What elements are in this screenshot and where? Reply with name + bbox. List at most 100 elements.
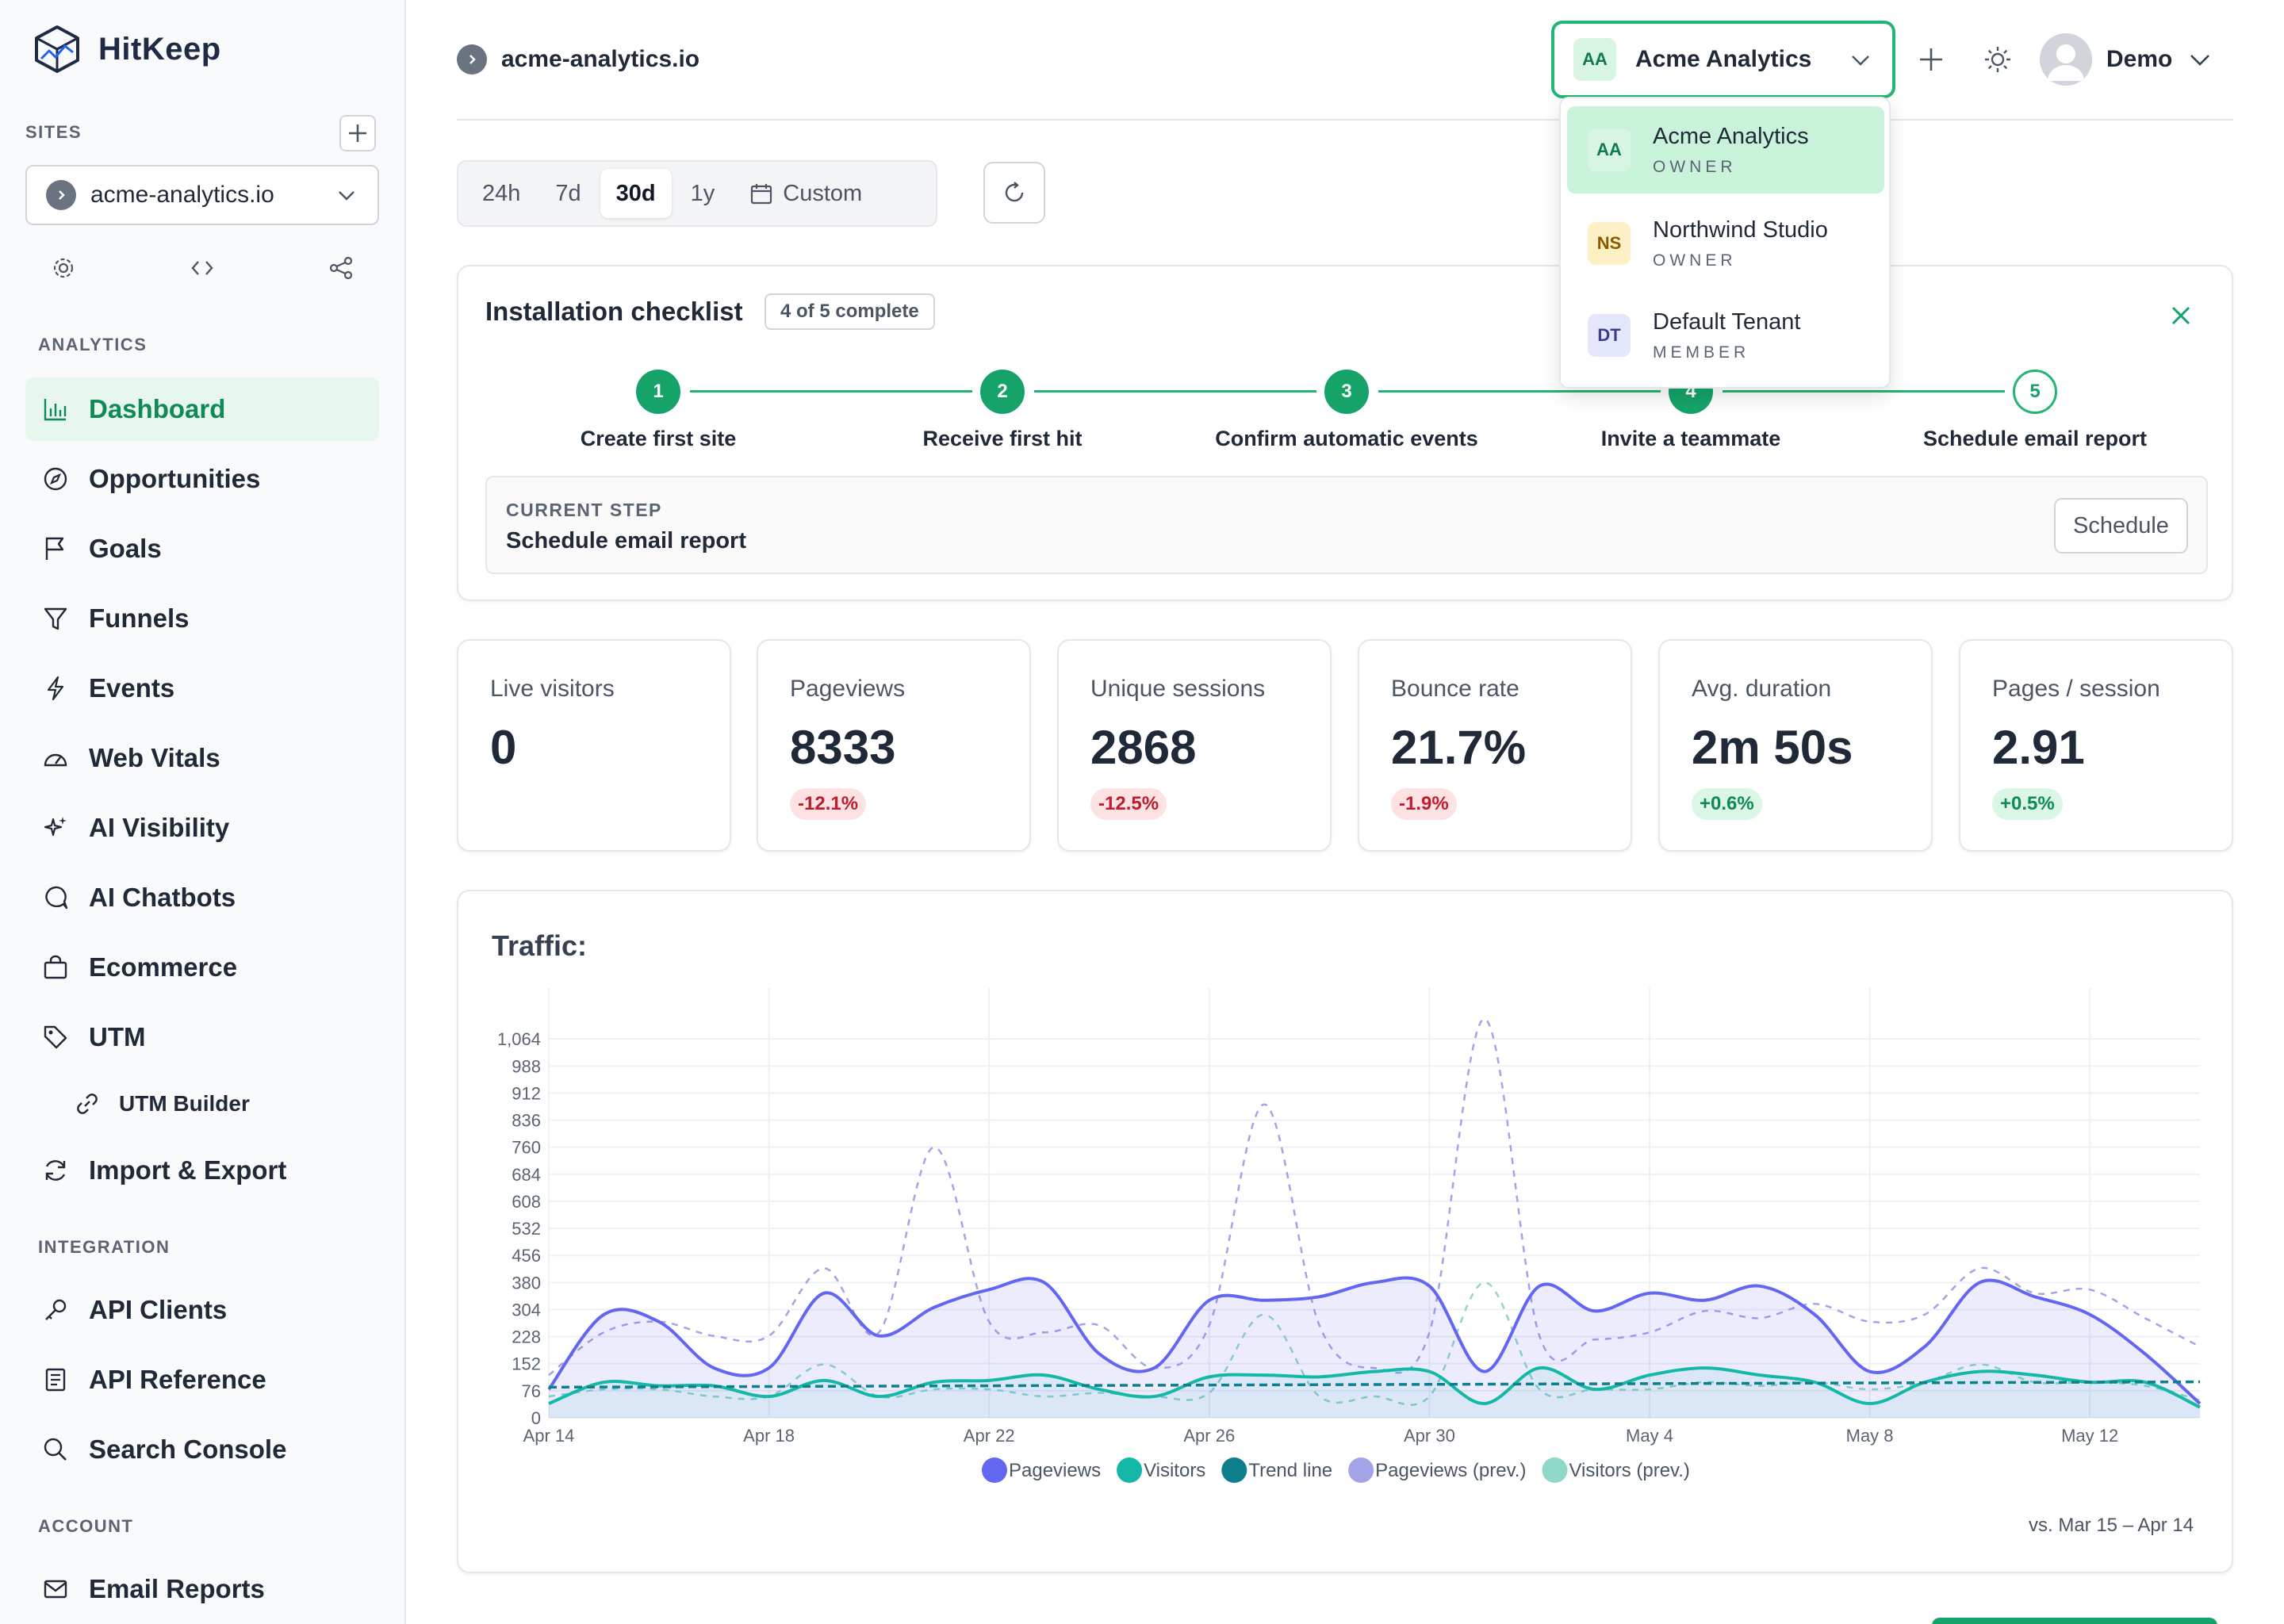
chat-bubble-icon	[41, 883, 70, 912]
sidebar-item-api-clients[interactable]: API Clients	[25, 1278, 379, 1342]
add-button[interactable]	[1913, 41, 1949, 78]
hitkeep-logo-icon	[35, 25, 79, 73]
stat-card-pageviews: Pageviews 8333 -12.1%	[757, 639, 1031, 852]
sidebar-item-web-vitals[interactable]: Web Vitals	[25, 726, 379, 790]
tenant-name: Acme Analytics	[1635, 46, 1812, 72]
y-tick-label: 304	[512, 1300, 541, 1320]
sidebar-item-label: UTM	[89, 1022, 146, 1051]
step-2-label: Receive first hit	[922, 427, 1083, 450]
stat-value: 2.91	[1992, 721, 2085, 774]
legend-swatch-visitors-prev	[1542, 1457, 1568, 1483]
sidebar-item-ai-chatbots[interactable]: AI Chatbots	[25, 866, 379, 929]
sidebar-item-goals[interactable]: Goals	[25, 517, 379, 580]
search-icon	[41, 1435, 70, 1464]
y-tick-label: 1,064	[497, 1029, 541, 1049]
step-5-circle: 5	[2013, 370, 2057, 414]
comparison-range: vs. Mar 15 – Apr 14	[2029, 1515, 2194, 1536]
sidebar-item-ai-visibility[interactable]: AI Visibility	[25, 796, 379, 860]
gauge-icon	[41, 744, 70, 772]
sidebar-item-utm[interactable]: UTM	[25, 1005, 379, 1069]
document-icon	[41, 1365, 70, 1394]
sidebar-item-funnels[interactable]: Funnels	[25, 587, 379, 650]
sidebar-item-utm-builder[interactable]: UTM Builder	[25, 1072, 379, 1136]
sidebar-item-label: Search Console	[89, 1434, 287, 1464]
brand[interactable]: HitKeep	[33, 24, 221, 75]
add-site-button[interactable]	[339, 115, 376, 151]
traffic-chart[interactable]: 0 76 152 228 304 380 456 532 608 684 760 836 912 988 1…	[458, 891, 2235, 1573]
refresh-button[interactable]	[983, 162, 1045, 224]
site-code-button[interactable]	[186, 252, 218, 284]
legend-label-visitors: Visitors	[1144, 1460, 1205, 1481]
legend-swatch-pageviews-prev	[1348, 1457, 1374, 1483]
legend-label-pageviews: Pageviews	[1009, 1460, 1101, 1481]
chevron-down-icon	[2190, 55, 2210, 66]
sidebar-item-label: Import & Export	[89, 1155, 287, 1185]
tenant-option-acme-analytics[interactable]: AA Acme Analytics OWNER	[1567, 106, 1884, 193]
stat-delta-badge: +0.6%	[1692, 788, 1762, 820]
x-tick-label: Apr 22	[964, 1426, 1015, 1446]
sidebar-item-ecommerce[interactable]: Ecommerce	[25, 936, 379, 999]
breadcrumb-site[interactable]: acme-analytics.io	[501, 46, 700, 72]
tenant-switcher-button[interactable]: AA Acme Analytics	[1551, 21, 1895, 98]
site-select[interactable]: acme-analytics.io	[25, 165, 379, 225]
site-favicon-icon	[46, 180, 76, 210]
tenant-avatar: NS	[1588, 222, 1631, 265]
stat-card-avg-duration: Avg. duration 2m 50s +0.6%	[1658, 639, 1933, 852]
sidebar-item-api-reference[interactable]: API Reference	[25, 1348, 379, 1411]
sidebar-item-events[interactable]: Events	[25, 657, 379, 720]
user-menu[interactable]: Demo	[2040, 33, 2213, 86]
site-settings-button[interactable]	[48, 252, 79, 284]
range-tab-7d[interactable]: 7d	[555, 180, 581, 206]
traffic-card: Traffic: 0 76 152 228 304 380 456 532 608 684 760 8…	[457, 890, 2233, 1573]
step-connector	[1034, 390, 1316, 393]
key-icon	[41, 1296, 70, 1324]
range-tab-30d[interactable]: 30d	[600, 169, 672, 218]
legend-label-pageviews-prev: Pageviews (prev.)	[1375, 1460, 1526, 1481]
stat-value: 21.7%	[1391, 721, 1527, 774]
current-step-label: CURRENT STEP	[506, 500, 662, 520]
code-icon	[191, 261, 213, 275]
step-connector	[1378, 390, 1661, 393]
theme-toggle-button[interactable]	[1979, 41, 2016, 78]
tenant-avatar: DT	[1588, 314, 1631, 357]
gear-icon	[53, 258, 74, 278]
range-tab-custom[interactable]: Custom	[734, 169, 878, 218]
brand-name: HitKeep	[98, 31, 221, 67]
range-tab-1y[interactable]: 1y	[690, 180, 715, 206]
y-tick-label: 608	[512, 1192, 541, 1212]
visitors-prev-line	[548, 1281, 2201, 1406]
tenant-option-default-tenant[interactable]: DT Default Tenant MEMBER	[1567, 292, 1884, 379]
sidebar-item-label: AI Visibility	[89, 813, 230, 842]
stat-value: 8333	[790, 721, 896, 774]
sidebar-item-email-reports[interactable]: Email Reports	[25, 1557, 379, 1621]
avatar	[2040, 33, 2092, 86]
step-connector	[690, 390, 972, 393]
tenant-option-name: Default Tenant	[1653, 308, 1801, 335]
sidebar-item-label: UTM Builder	[119, 1091, 250, 1116]
x-tick-label: Apr 18	[743, 1426, 795, 1446]
installation-checklist: Installation checklist 4 of 5 complete 1…	[457, 265, 2233, 601]
y-tick-label: 684	[512, 1165, 541, 1185]
stat-card-unique-sessions: Unique sessions 2868 -12.5%	[1057, 639, 1332, 852]
tenant-option-northwind-studio[interactable]: NS Northwind Studio OWNER	[1567, 200, 1884, 287]
date-range-tabs: 24h 7d 30d 1y Custom	[457, 160, 937, 227]
sidebar-item-opportunities[interactable]: Opportunities	[25, 447, 379, 511]
step-4-label: Invite a teammate	[1600, 427, 1781, 450]
sidebar-item-search-console[interactable]: Search Console	[25, 1418, 379, 1481]
stat-value: 0	[490, 721, 517, 774]
schedule-button[interactable]: Schedule	[2054, 498, 2188, 553]
floating-action-button[interactable]	[1932, 1618, 2217, 1624]
tenant-option-role: MEMBER	[1653, 343, 1750, 362]
x-tick-label: Apr 30	[1404, 1426, 1455, 1446]
sidebar-item-label: Dashboard	[89, 394, 226, 423]
range-tab-24h[interactable]: 24h	[482, 180, 521, 206]
sidebar-item-label: Web Vitals	[89, 743, 220, 772]
checklist-close-button[interactable]	[2165, 300, 2197, 331]
y-tick-label: 988	[512, 1056, 541, 1076]
shopping-bag-icon	[41, 953, 70, 982]
sidebar-item-dashboard[interactable]: Dashboard	[25, 377, 379, 441]
step-1-label: Create first site	[580, 427, 737, 450]
site-share-button[interactable]	[325, 252, 357, 284]
sites-label: SITES	[25, 122, 82, 142]
sidebar-item-import-export[interactable]: Import & Export	[25, 1139, 379, 1202]
